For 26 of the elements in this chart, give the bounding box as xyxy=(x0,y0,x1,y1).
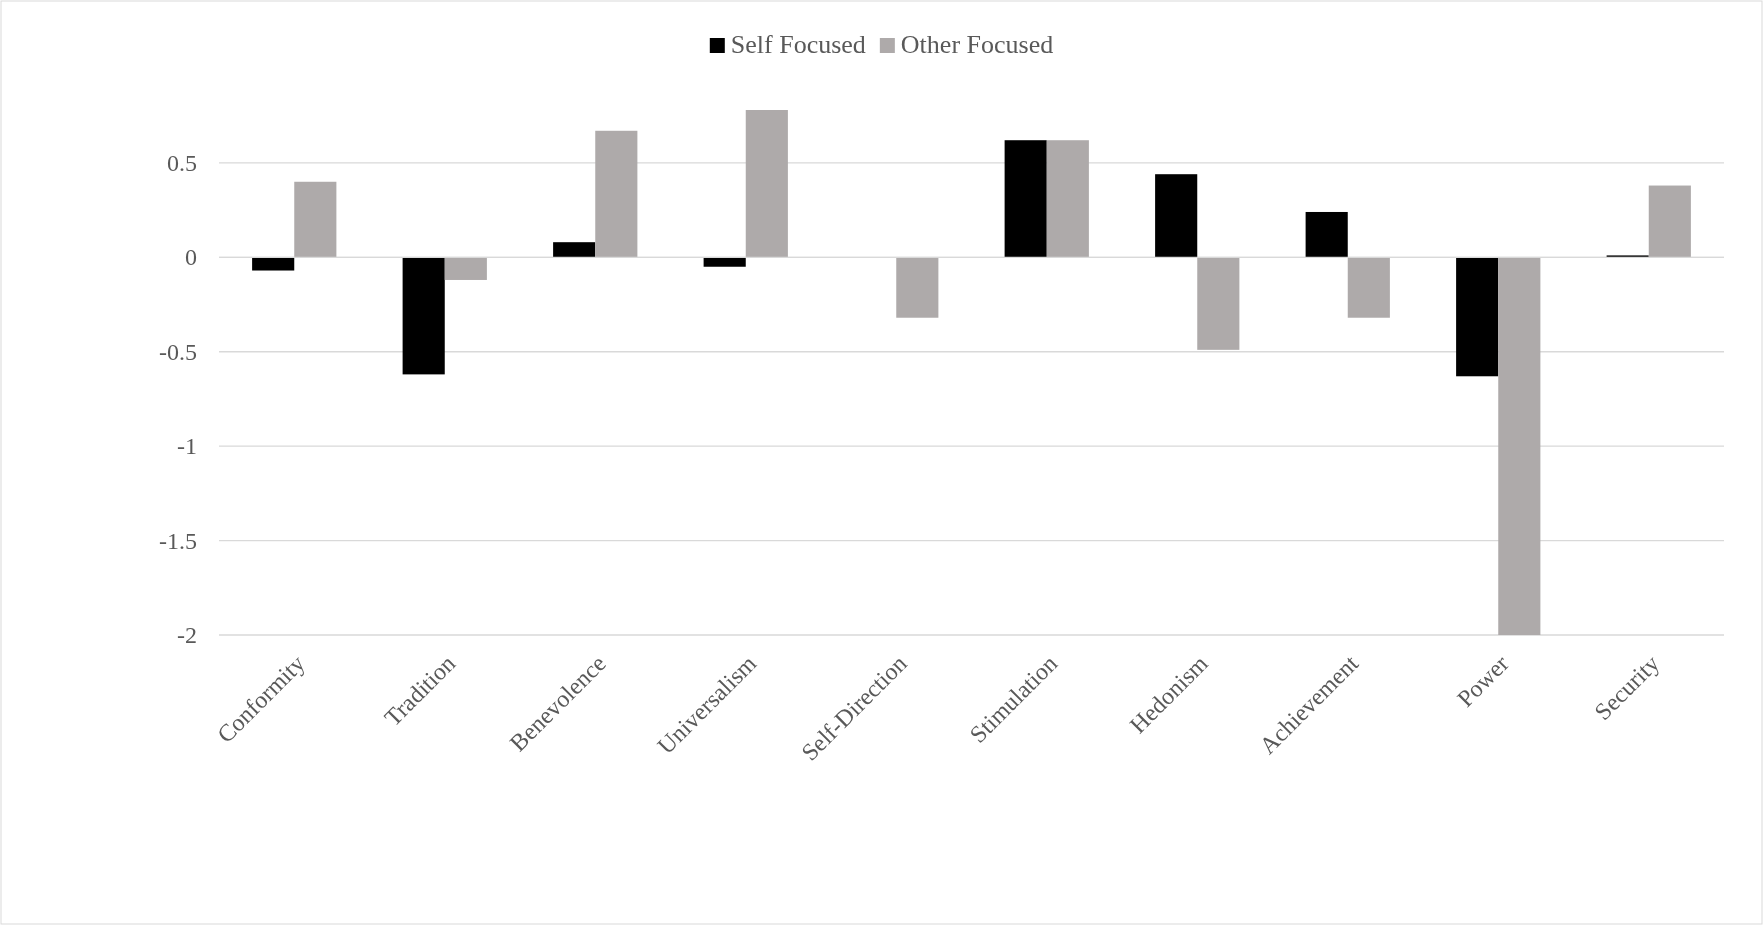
y-tick-label: -1 xyxy=(177,433,197,460)
bar xyxy=(1197,257,1240,350)
y-tick-label: -0.5 xyxy=(159,338,197,365)
legend-label: Self Focused xyxy=(730,30,866,59)
bar xyxy=(553,242,596,258)
bar xyxy=(1456,257,1499,377)
bar xyxy=(1347,257,1390,318)
bar xyxy=(703,257,746,267)
bar xyxy=(1004,140,1047,258)
y-tick-label: 0 xyxy=(185,244,197,271)
y-tick-label: -2 xyxy=(177,622,197,649)
bar xyxy=(1046,140,1089,258)
bar xyxy=(252,257,295,271)
bar xyxy=(444,257,487,280)
y-tick-label: 0.5 xyxy=(167,150,197,177)
bar xyxy=(1498,257,1541,635)
bar xyxy=(402,257,445,375)
bar xyxy=(595,130,638,258)
bar xyxy=(745,110,788,258)
bar xyxy=(1155,174,1198,258)
bar xyxy=(896,257,939,318)
bar xyxy=(294,181,337,258)
bar xyxy=(1648,185,1691,258)
y-tick-label: -1.5 xyxy=(159,527,197,554)
bar xyxy=(1305,211,1348,258)
legend-label: Other Focused xyxy=(900,30,1054,59)
